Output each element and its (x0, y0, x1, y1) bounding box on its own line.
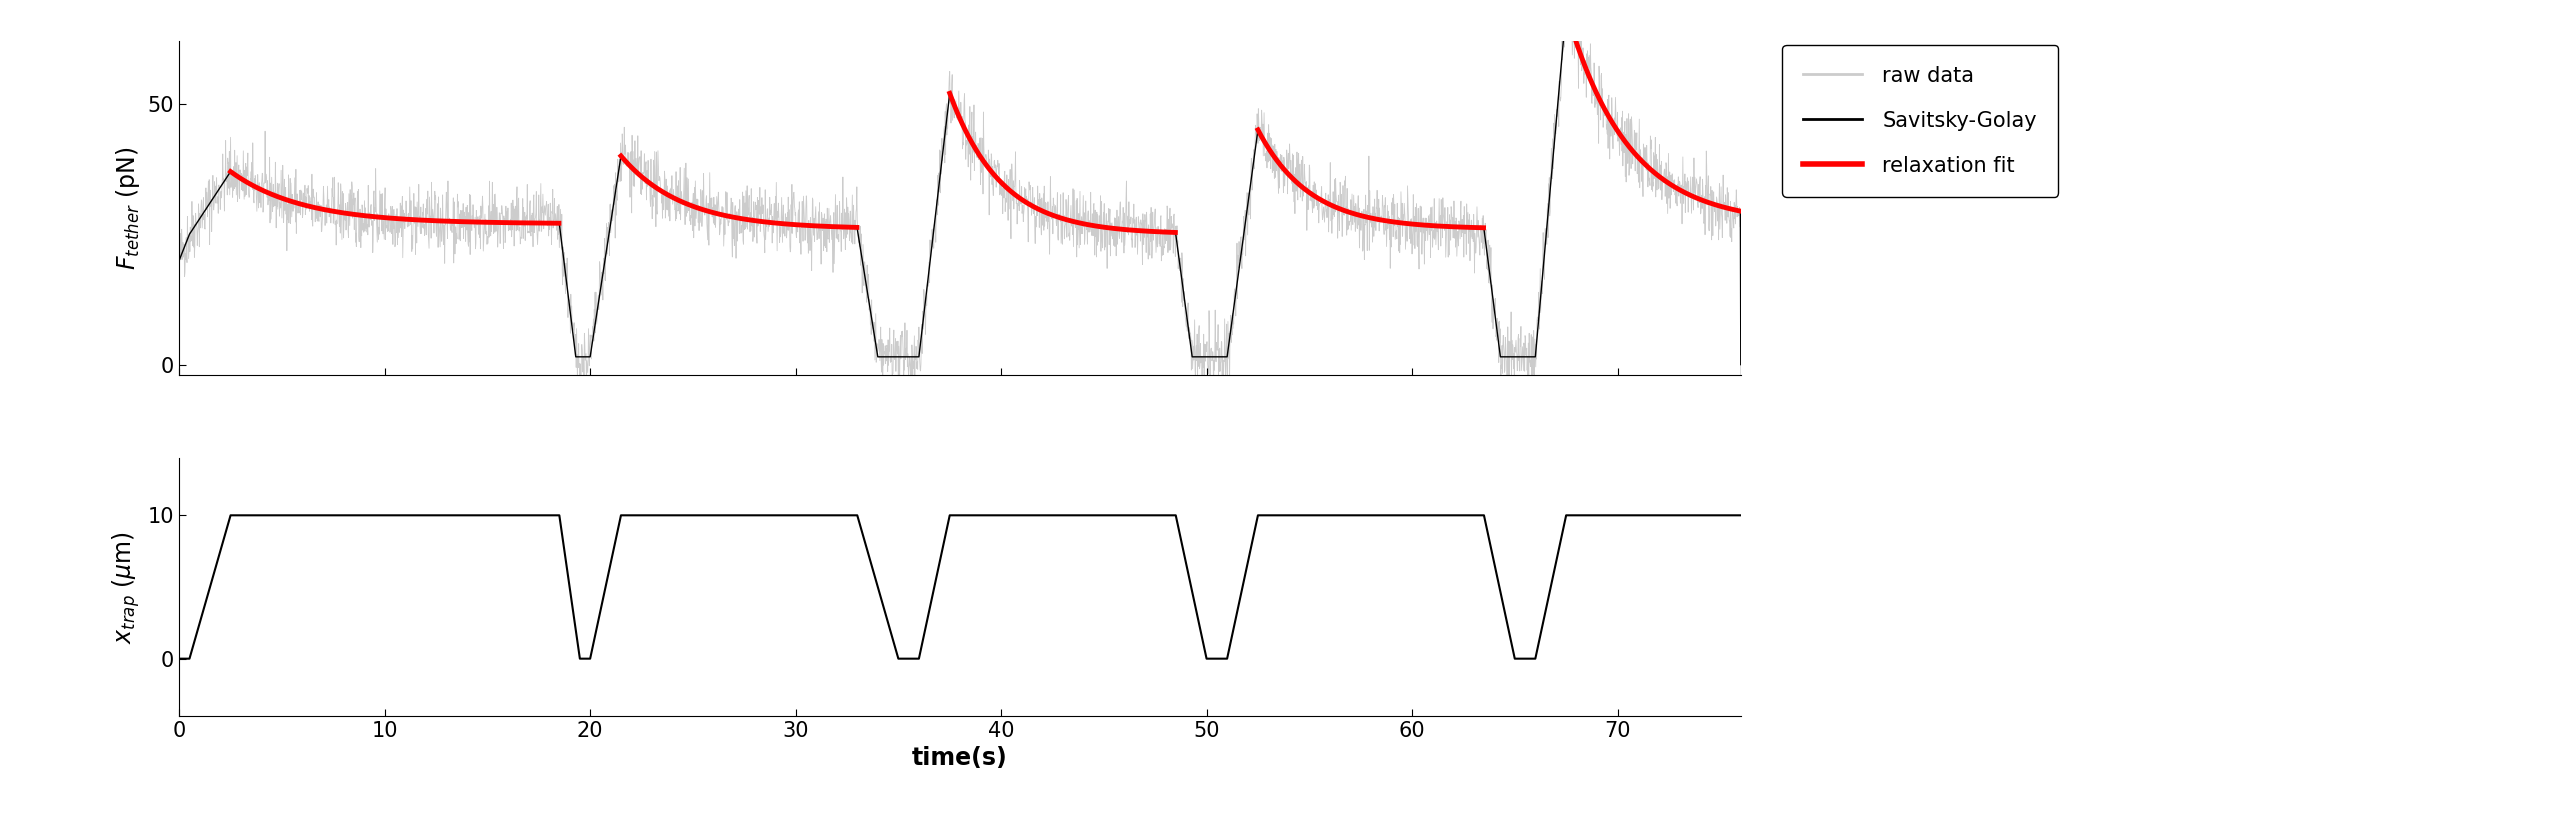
Y-axis label: $F_{tether}$ (pN): $F_{tether}$ (pN) (115, 146, 143, 270)
X-axis label: time(s): time(s) (911, 746, 1009, 770)
Legend: raw data, Savitsky-Golay, relaxation fit: raw data, Savitsky-Golay, relaxation fit (1782, 45, 2058, 197)
Y-axis label: $x_{trap}$ ($\mu$m): $x_{trap}$ ($\mu$m) (110, 531, 143, 644)
